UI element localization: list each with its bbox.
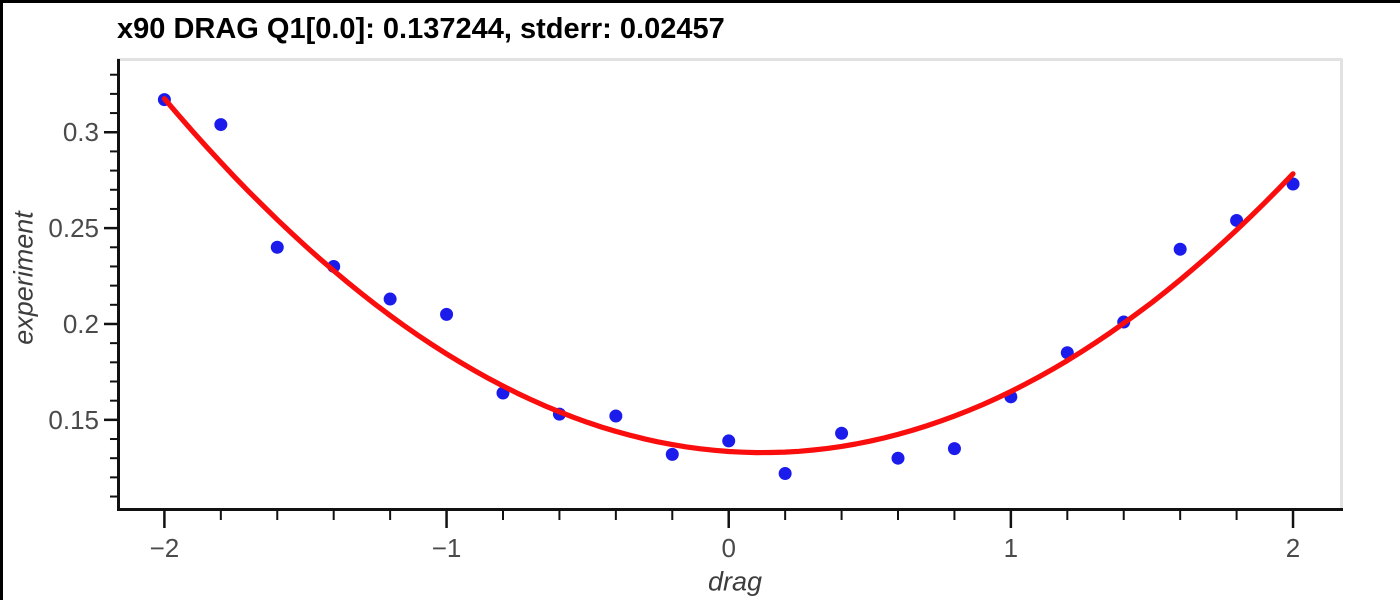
data-point	[947, 442, 961, 456]
y-tick-label: 0.15	[48, 405, 99, 435]
x-axis-title: drag	[707, 566, 763, 597]
chart-title: x90 DRAG Q1[0.0]: 0.137244, stderr: 0.02…	[117, 13, 725, 45]
x-tick-label: 0	[721, 533, 735, 563]
y-axis-title: experiment	[8, 211, 39, 345]
data-point	[665, 447, 679, 461]
data-point	[778, 467, 792, 481]
window-border-top	[0, 0, 1400, 3]
y-tick-label: 0.3	[63, 117, 99, 147]
fit-curve	[161, 96, 1296, 456]
data-point	[722, 434, 736, 448]
data-point	[891, 451, 905, 465]
data-point	[1173, 242, 1187, 256]
data-point	[835, 426, 849, 440]
y-tick-label: 0.25	[48, 213, 99, 243]
data-point	[383, 292, 397, 306]
y-tick-label: 0.2	[63, 309, 99, 339]
x-tick-label: 1	[1004, 533, 1018, 563]
x-tick-label: 2	[1286, 533, 1300, 563]
data-point	[270, 240, 284, 254]
window-border-left	[0, 0, 3, 600]
data-point	[440, 307, 454, 321]
data-point	[609, 409, 623, 423]
x-tick-label: −2	[150, 533, 180, 563]
x-tick-label: −1	[432, 533, 462, 563]
data-point	[214, 118, 228, 132]
